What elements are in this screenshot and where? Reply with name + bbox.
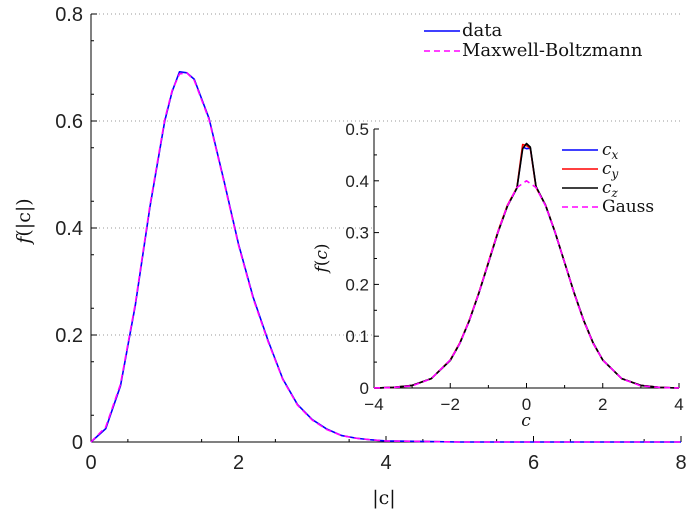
inset-background — [374, 123, 683, 390]
inset-y-tick-label: 0 — [360, 379, 369, 398]
inset-legend-label: Gauss — [602, 197, 654, 217]
main-legend-label: Maxwell-Boltzmann — [462, 40, 643, 61]
main-series — [90, 70, 681, 443]
inset-series-line-gauss — [373, 180, 680, 389]
inset-y-axis-label: f(c) — [312, 243, 332, 274]
inset-legend-label: cx — [602, 140, 619, 162]
main-x-tick-label: 6 — [528, 452, 539, 474]
inset-legend-label: cz — [602, 178, 619, 200]
inset-x-axis-label: c — [521, 411, 531, 431]
main-y-tick-label: 0.2 — [55, 325, 83, 347]
inset-x-tick-label: 0 — [522, 395, 531, 414]
inset-y-tick-label: 0.4 — [345, 172, 369, 191]
main-y-tick-label: 0.8 — [55, 4, 83, 26]
main-x-tick-label: 4 — [380, 452, 391, 474]
main-y-tick-label: 0.4 — [55, 218, 83, 240]
inset-series — [373, 142, 680, 389]
inset-x-tick-label: 4 — [674, 395, 683, 414]
inset-y-tick-label: 0.2 — [345, 275, 369, 294]
inset-y-tick-label: 0.5 — [345, 120, 369, 139]
main-x-tick-label: 2 — [233, 452, 244, 474]
inset-y-tick-label: 0.3 — [345, 224, 369, 243]
main-ticks: 0 0.2 0.4 0.6 0.8 0 2 4 6 8 — [55, 4, 686, 474]
main-y-tick-label: 0 — [72, 432, 83, 454]
inset-x-tick-label: −2 — [441, 395, 460, 414]
main-series-line-maxwell-boltzmann — [90, 72, 681, 443]
main-x-tick-label: 8 — [675, 452, 686, 474]
main-x-axis-label: |c| — [372, 487, 395, 509]
inset-legend-label: cy — [602, 159, 619, 181]
main-legend-label: data — [462, 20, 502, 41]
inset-y-tick-label: 0.1 — [345, 327, 369, 346]
inset-x-tick-label: 2 — [598, 395, 607, 414]
main-y-axis-label: f(|c|) — [13, 198, 35, 245]
main-y-tick-label: 0.6 — [55, 111, 83, 133]
inset-x-tick-label: −4 — [364, 395, 383, 414]
main-x-tick-label: 0 — [85, 452, 96, 474]
inset-ticks: 0 0.1 0.2 0.3 0.4 0.5 −4 −2 0 2 4 — [345, 120, 683, 414]
